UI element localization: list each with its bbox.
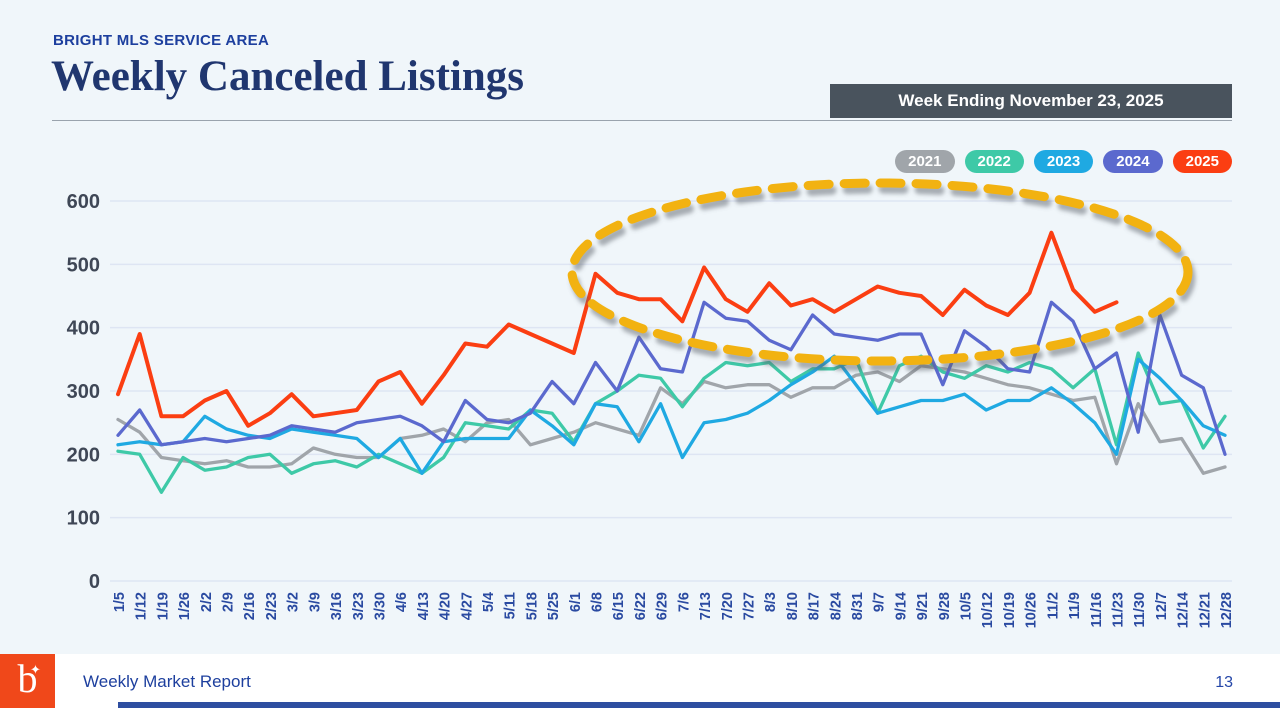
x-tick-label-6/1: 6/1 <box>568 592 584 612</box>
x-tick-label-7/6: 7/6 <box>676 592 692 612</box>
x-tick-label-2/9: 2/9 <box>221 592 237 612</box>
x-tick-label-4/20: 4/20 <box>438 592 454 620</box>
x-tick-label-6/29: 6/29 <box>655 592 671 620</box>
x-tick-label-9/7: 9/7 <box>872 592 888 612</box>
x-tick-label-7/20: 7/20 <box>720 592 736 620</box>
x-tick-label-8/17: 8/17 <box>807 592 823 620</box>
x-tick-label-11/23: 11/23 <box>1110 592 1126 628</box>
x-tick-label-4/27: 4/27 <box>459 592 475 620</box>
x-tick-label-5/11: 5/11 <box>503 592 519 619</box>
series-line-2022 <box>116 351 1227 494</box>
x-tick-label-3/9: 3/9 <box>307 592 323 612</box>
x-tick-label-2/23: 2/23 <box>264 592 280 620</box>
x-tick-label-1/26: 1/26 <box>177 592 193 620</box>
x-tick-label-8/3: 8/3 <box>763 592 779 612</box>
x-tick-label-7/27: 7/27 <box>741 592 757 620</box>
x-tick-label-6/8: 6/8 <box>590 592 606 612</box>
x-tick-label-9/21: 9/21 <box>915 592 931 620</box>
y-tick-label: 300 <box>67 381 100 403</box>
x-tick-label-9/28: 9/28 <box>937 592 953 620</box>
y-tick-label: 200 <box>67 444 100 466</box>
chart-legend: 2021 2022 2023 2024 2025 <box>895 150 1232 173</box>
x-tick-label-12/7: 12/7 <box>1154 592 1170 620</box>
x-tick-label-1/12: 1/12 <box>134 592 150 620</box>
x-tick-label-3/23: 3/23 <box>351 592 367 620</box>
x-tick-label-5/4: 5/4 <box>481 592 497 612</box>
y-tick-label: 0 <box>89 571 100 593</box>
x-tick-label-7/13: 7/13 <box>698 592 714 620</box>
x-tick-label-2/2: 2/2 <box>199 592 215 612</box>
sparkle-icon: ✦ <box>30 662 41 677</box>
x-tick-label-6/22: 6/22 <box>633 592 649 620</box>
series-line-2021 <box>116 364 1227 475</box>
x-tick-label-6/15: 6/15 <box>611 592 627 620</box>
report-eyebrow: BRIGHT MLS SERVICE AREA <box>53 32 270 49</box>
y-tick-label: 600 <box>67 191 100 213</box>
week-ending-badge: Week Ending November 23, 2025 <box>830 84 1232 118</box>
x-tick-label-8/10: 8/10 <box>785 592 801 620</box>
x-tick-label-4/13: 4/13 <box>416 592 432 620</box>
x-tick-label-3/2: 3/2 <box>286 592 302 612</box>
x-tick-label-10/5: 10/5 <box>959 592 975 620</box>
x-tick-label-12/21: 12/21 <box>1197 592 1213 628</box>
legend-pill-2025: 2025 <box>1172 150 1232 173</box>
legend-pill-2024: 2024 <box>1103 150 1163 173</box>
x-tick-label-11/16: 11/16 <box>1089 592 1105 628</box>
y-tick-label: 100 <box>67 508 100 530</box>
x-tick-label-5/25: 5/25 <box>546 592 562 620</box>
x-tick-label-10/26: 10/26 <box>1024 592 1040 628</box>
x-tick-label-12/28: 12/28 <box>1219 592 1235 628</box>
header-divider <box>52 120 1232 121</box>
x-tick-label-11/30: 11/30 <box>1132 592 1148 628</box>
footer-report-label: Weekly Market Report <box>83 672 251 691</box>
footer-accent-bar <box>118 702 1280 708</box>
x-tick-label-12/14: 12/14 <box>1176 592 1192 628</box>
series-line-2025 <box>116 230 1119 428</box>
bright-mls-logo: b ✦ <box>0 654 55 708</box>
x-tick-label-9/14: 9/14 <box>893 592 909 620</box>
x-tick-label-4/6: 4/6 <box>394 592 410 612</box>
page-number: 13 <box>1215 674 1233 691</box>
page-title: Weekly Canceled Listings <box>51 53 525 100</box>
series-line-2023 <box>116 354 1227 475</box>
x-tick-label-10/19: 10/19 <box>1002 592 1018 628</box>
series-line-2024 <box>116 300 1227 456</box>
y-tick-label: 500 <box>67 254 100 276</box>
legend-pill-2021: 2021 <box>895 150 955 173</box>
y-tick-label: 400 <box>67 318 100 340</box>
annotation-dashed-ellipse <box>567 178 1193 366</box>
x-tick-label-11/9: 11/9 <box>1067 592 1083 619</box>
legend-pill-2023: 2023 <box>1033 150 1094 173</box>
x-tick-label-3/30: 3/30 <box>372 592 388 620</box>
x-tick-label-1/19: 1/19 <box>155 592 171 620</box>
x-tick-label-8/31: 8/31 <box>850 592 866 620</box>
x-tick-label-10/12: 10/12 <box>980 592 996 628</box>
logo-letter: b <box>17 656 38 701</box>
x-tick-label-8/24: 8/24 <box>828 592 844 620</box>
x-tick-label-3/16: 3/16 <box>329 592 345 620</box>
x-tick-label-1/5: 1/5 <box>112 592 128 612</box>
x-tick-label-2/16: 2/16 <box>242 592 258 620</box>
x-tick-label-5/18: 5/18 <box>524 592 540 620</box>
footer: b ✦ Weekly Market Report 13 <box>0 654 1280 708</box>
legend-pill-2022: 2022 <box>964 150 1024 173</box>
x-tick-label-11/2: 11/2 <box>1045 592 1061 619</box>
